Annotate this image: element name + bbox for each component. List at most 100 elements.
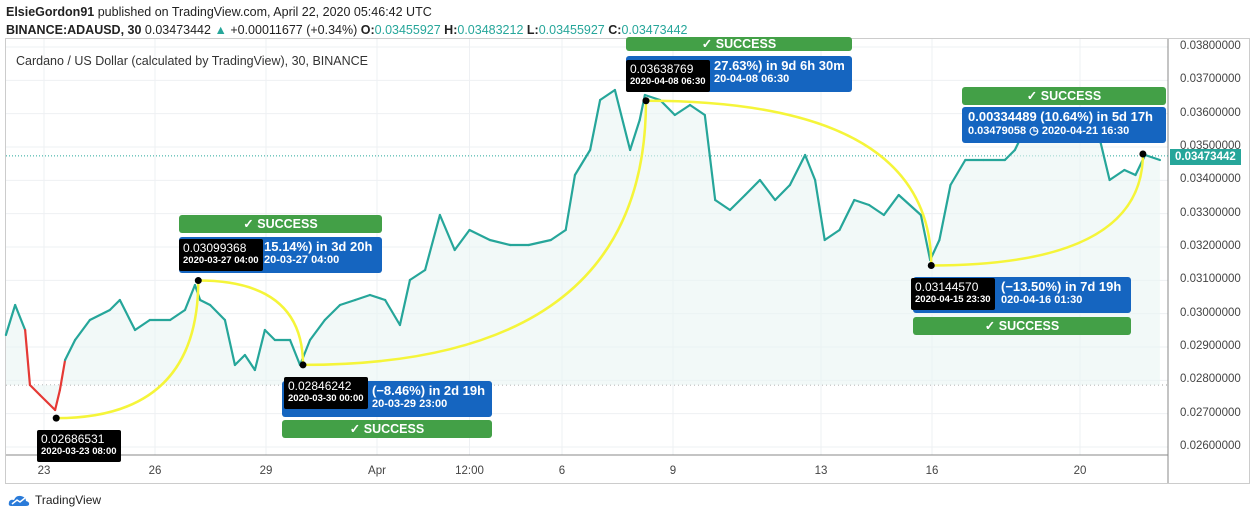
price-segment bbox=[323, 303, 342, 322]
high: 0.03483212 bbox=[457, 23, 524, 37]
tooltip-date: 2020-03-27 04:00 bbox=[183, 255, 259, 266]
measure-date: 20-04-08 06:30 bbox=[714, 73, 790, 85]
price-segment bbox=[183, 283, 197, 312]
price-segment bbox=[867, 203, 886, 217]
price-segment bbox=[118, 298, 137, 332]
symbol-info: BINANCE:ADAUSD, 30 0.03473442 ▲ +0.00011… bbox=[6, 23, 688, 37]
price-segment bbox=[853, 198, 871, 207]
price-segment bbox=[774, 183, 792, 202]
y-tick-label: 0.02900000 bbox=[1180, 340, 1241, 352]
x-tick-label: 23 bbox=[37, 465, 51, 477]
pivot-point bbox=[194, 277, 202, 285]
open: 0.03455927 bbox=[374, 23, 441, 37]
price-segment bbox=[223, 318, 237, 367]
tooltip-price: 0.02686531 bbox=[41, 432, 105, 446]
y-tick-label: 0.03700000 bbox=[1180, 73, 1241, 86]
x-tick-label: 29 bbox=[259, 465, 273, 477]
tooltip-date: 2020-04-15 23:30 bbox=[915, 294, 991, 305]
price-segment bbox=[628, 118, 641, 152]
price-segment bbox=[688, 103, 706, 117]
y-tick-label: 0.02800000 bbox=[1180, 373, 1241, 386]
price-segment bbox=[243, 353, 256, 372]
x-tick-label: 12:00 bbox=[455, 465, 484, 477]
logo-text: TradingView bbox=[35, 493, 102, 507]
x-tick-label: Apr bbox=[368, 465, 386, 477]
price-segment bbox=[549, 228, 567, 242]
price-segment bbox=[133, 318, 151, 332]
price-segment bbox=[438, 213, 456, 252]
point-tooltip: 0.03638769 2020-04-08 06:30 bbox=[626, 60, 710, 92]
price-segment bbox=[488, 238, 512, 247]
x-tick-label: 9 bbox=[669, 465, 677, 477]
published-text: published on TradingView.com, April 22, … bbox=[97, 5, 432, 19]
price-segment bbox=[673, 103, 692, 117]
projection-curve bbox=[198, 279, 305, 365]
measure-text: (−13.50%) in 7d 19h bbox=[1001, 279, 1122, 294]
success-badge: ✓ SUCCESS bbox=[179, 215, 382, 233]
price-segment bbox=[63, 338, 77, 362]
change: +0.00011677 (+0.34%) bbox=[230, 23, 358, 37]
price-segment bbox=[949, 158, 967, 187]
y-tick-label: 0.02700000 bbox=[1180, 406, 1241, 419]
point-tooltip: 0.02846242 2020-03-30 00:00 bbox=[284, 377, 368, 409]
symbol: BINANCE:ADAUSD, 30 bbox=[6, 23, 142, 37]
price-segment bbox=[253, 328, 266, 372]
price-segment bbox=[1108, 168, 1126, 182]
tooltip-price: 0.02846242 bbox=[288, 379, 352, 393]
cloud-logo-icon bbox=[8, 495, 30, 506]
price-segment bbox=[73, 318, 91, 342]
tooltip-price: 0.03099368 bbox=[183, 241, 247, 255]
price-segment bbox=[398, 278, 412, 327]
price-segment bbox=[643, 93, 662, 102]
tooltip-date: 2020-03-23 08:00 bbox=[41, 446, 117, 457]
measure-text: (−8.46%) in 2d 19h bbox=[372, 383, 486, 398]
price-segment bbox=[938, 183, 952, 242]
price-segment bbox=[838, 198, 856, 232]
price-segment bbox=[53, 388, 62, 412]
measure-date: 20-03-27 04:00 bbox=[264, 254, 340, 266]
price-segment bbox=[1123, 168, 1137, 177]
point-tooltip: 0.03144570 2020-04-15 23:30 bbox=[911, 278, 995, 310]
o-label: O: bbox=[360, 23, 375, 37]
price-segment bbox=[88, 308, 111, 322]
price-segment bbox=[24, 328, 32, 387]
pivot-point bbox=[299, 361, 307, 369]
price-segment bbox=[4, 303, 17, 337]
price-segment bbox=[263, 328, 276, 342]
price-segment bbox=[728, 193, 747, 212]
measure-date: 020-04-16 01:30 bbox=[1001, 294, 1083, 306]
projection-curve bbox=[645, 99, 933, 266]
price-segment bbox=[108, 298, 121, 312]
y-tick-label: 0.03600000 bbox=[1180, 106, 1241, 119]
tooltip-price: 0.03144570 bbox=[915, 280, 979, 294]
pivot-point bbox=[927, 261, 935, 269]
price-segment bbox=[14, 303, 27, 332]
c-label: C: bbox=[608, 23, 622, 37]
last-price: 0.03473442 bbox=[144, 23, 211, 37]
y-tick-label: 0.03100000 bbox=[1180, 273, 1241, 286]
x-tick-label: 13 bbox=[814, 465, 828, 477]
x-tick-label: 6 bbox=[558, 465, 566, 477]
price-segment bbox=[308, 318, 326, 342]
tooltip-price: 0.03638769 bbox=[630, 62, 694, 76]
y-tick-label: 0.03200000 bbox=[1180, 240, 1241, 252]
y-tick-label: 0.03300000 bbox=[1180, 206, 1241, 219]
low: 0.03455927 bbox=[538, 23, 605, 37]
tradingview-logo[interactable]: TradingView bbox=[8, 493, 101, 507]
price-segment bbox=[209, 303, 227, 322]
h-label: H: bbox=[444, 23, 458, 37]
price-segment bbox=[1098, 138, 1111, 182]
measure-date: 0.03479058 ◷ 2020-04-21 16:30 bbox=[968, 125, 1130, 137]
price-segment bbox=[384, 298, 402, 327]
price-segment bbox=[599, 88, 617, 102]
price-segment bbox=[233, 353, 247, 367]
tooltip-date: 2020-04-08 06:30 bbox=[630, 76, 706, 87]
price-segment bbox=[589, 98, 602, 152]
x-tick-label: 16 bbox=[925, 465, 939, 477]
price-segment bbox=[38, 393, 57, 412]
price-segment bbox=[169, 308, 187, 322]
measure-text: 27.63%) in 9d 6h 30m bbox=[714, 58, 845, 73]
pivot-point bbox=[52, 414, 60, 422]
publisher[interactable]: ElsieGordon91 bbox=[6, 5, 95, 19]
measure-box: 0.00334489 (10.64%) in 5d 17h 0.03479058 … bbox=[962, 107, 1166, 143]
